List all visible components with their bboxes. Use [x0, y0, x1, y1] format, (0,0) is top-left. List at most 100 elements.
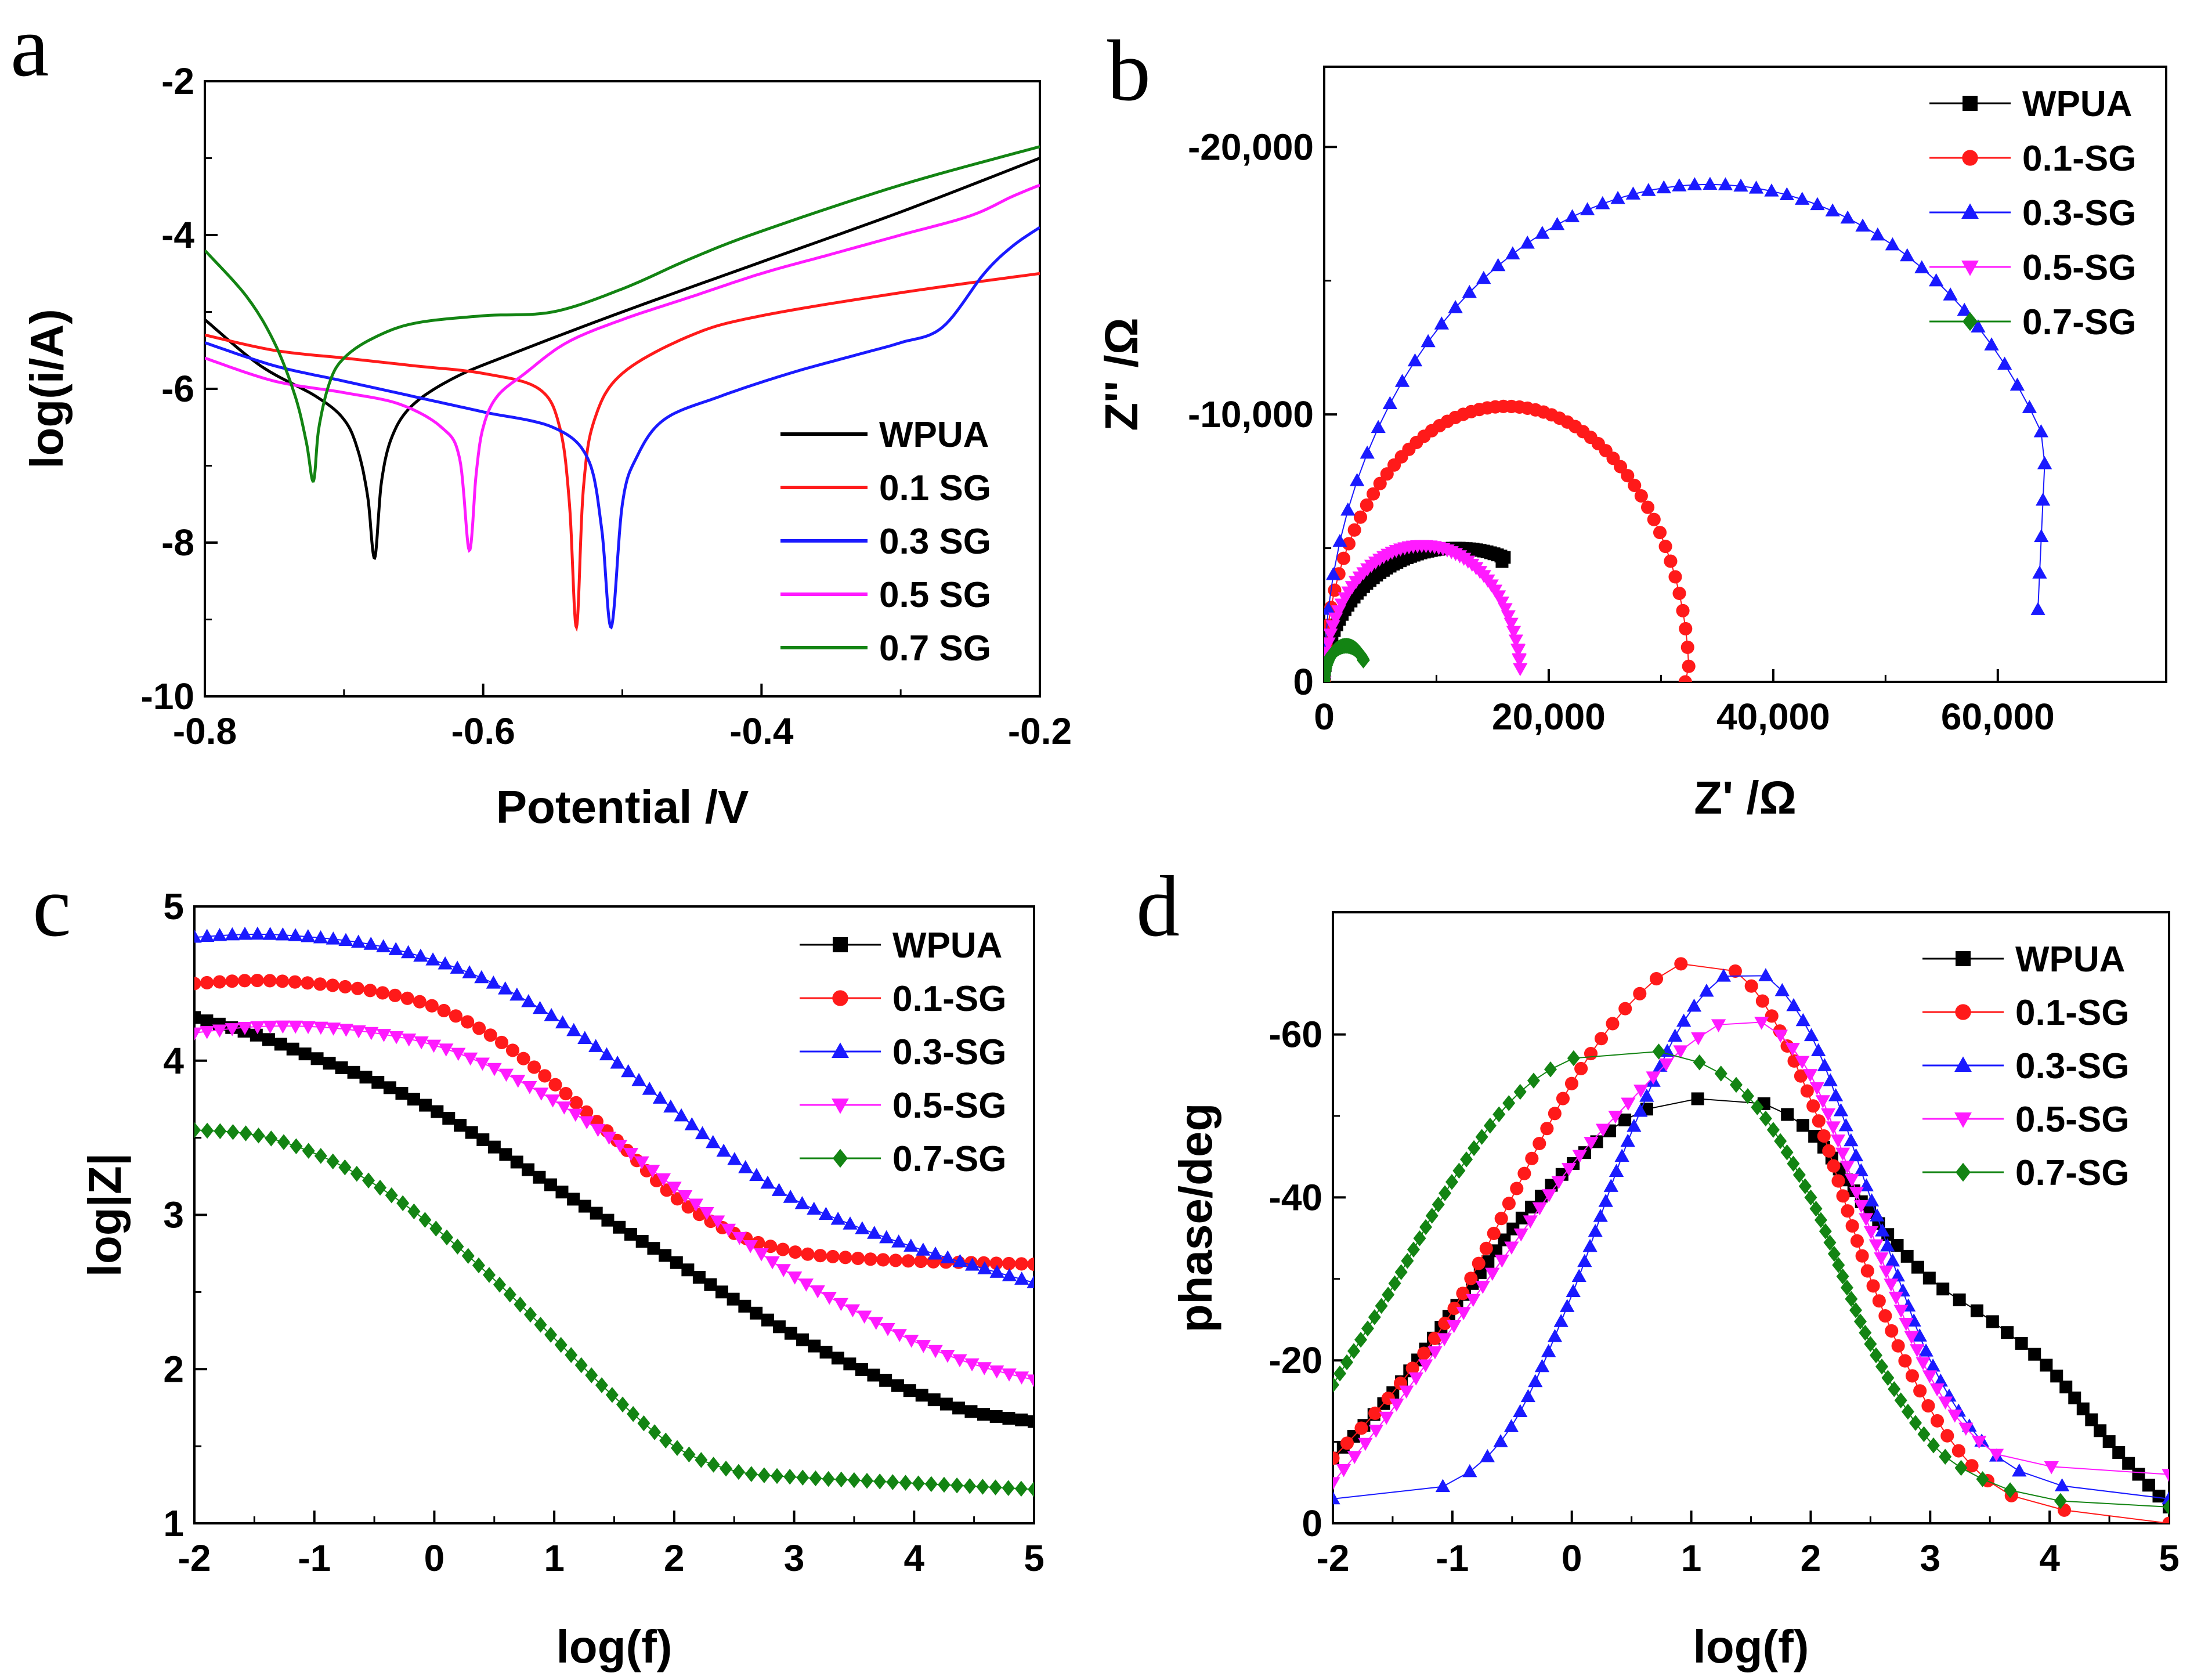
panel-b-series-0-3-sg-point [1855, 218, 1870, 232]
panel-d-series-0-7-sg-point [1382, 1287, 1395, 1303]
panel-b-series-0-3-sg-point [1535, 226, 1550, 239]
panel-c-series-0-3-sg-point [350, 934, 366, 948]
panel-c-series-0-7-sg-point [834, 1471, 848, 1488]
panel-b-series-0-3-sg-point [1900, 248, 1915, 262]
panel-d-series-0-3-sg-point [1577, 1253, 1592, 1267]
panel-c-series-wpua-point [567, 1193, 580, 1206]
panel-d-series-0-7-sg-point [1774, 1133, 1787, 1150]
panel-d-series-wpua-point [2015, 1336, 2028, 1350]
panel-c-series-0-5-sg-point [200, 1026, 215, 1039]
panel-d-series-0-5-sg-point [1368, 1425, 1383, 1438]
panel-b-series-0-1-sg-point [1367, 487, 1380, 501]
panel-b-series-0-3-sg-point [2010, 377, 2025, 391]
panel-d-series-0-7-sg-point [1864, 1336, 1877, 1352]
panel-d-series-0-5-sg-point [1820, 1108, 1836, 1122]
panel-d-series-0-3-sg-point [1676, 1013, 1692, 1027]
panel-c-series-0-1-sg-point [580, 1105, 594, 1119]
panel-b-series-0-1-sg-point [1360, 498, 1374, 512]
panel-c-series-0-7-sg-point [976, 1479, 989, 1495]
panel-d-series-0-3-sg-point [1833, 1103, 1849, 1117]
panel-c-series-0-7-sg-point [534, 1317, 547, 1333]
panel-c-series-0-1-sg-point [901, 1254, 915, 1268]
panel-d-series-0-5-sg-point [1485, 1267, 1500, 1281]
panel-d-series-0-1-sg-point [1606, 1017, 1620, 1031]
panel-b-series-0-3-sg-point [1625, 186, 1641, 200]
panel-d-y-tick-label-3: -60 [1269, 1014, 1323, 1056]
panel-d-series-0-5-sg-point [1691, 1032, 1706, 1046]
panel-c-series-0-3-sg-point [652, 1090, 668, 1104]
panel-b-series-0-1-sg-point [1682, 659, 1696, 673]
panel-c-series-0-7-sg-point [732, 1464, 745, 1480]
panel-b-series-0-1-sg-point [1336, 551, 1350, 565]
panel-d-series-0-5-sg-point [1947, 1410, 1963, 1423]
panel-d-series-0-7-sg-point [1354, 1331, 1368, 1348]
panel-b-series-0-1-sg-point [1353, 510, 1368, 524]
panel-d-series-0-1-sg-point [1633, 987, 1647, 1000]
panel-c-series-0-1-sg-point [876, 1253, 890, 1267]
panel-a-legend-item-0-5-sg: 0.5 SG [780, 575, 991, 615]
panel-d-series-0-7-sg-point [1513, 1083, 1527, 1100]
panel-d-series-0-7-sg-point [1869, 1347, 1882, 1364]
panel-d-series-0-1-sg-point [1921, 1399, 1935, 1413]
panel-c-series-0-3-sg-point [843, 1216, 858, 1230]
panel-b-series-0-3-sg-point [1641, 183, 1656, 196]
panel-d-series-0-5-sg-point [1379, 1411, 1394, 1425]
panel-c-series-0-5-sg-point [656, 1173, 671, 1187]
panel-c-series-0-3-sg-point [388, 942, 403, 955]
panel-c-series-wpua-point [286, 1042, 299, 1056]
panel-c-series-0-7-sg-point [252, 1128, 265, 1144]
panel-d-series-0-7-sg-point [1787, 1155, 1800, 1172]
panel-d-series-0-7-sg-point [1445, 1174, 1458, 1190]
panel-a-series-0-7-sg-line [205, 145, 1040, 483]
panel-d-series-0-1-sg-point [1866, 1279, 1880, 1293]
panel-d-series-0-1-sg-point [1841, 1204, 1855, 1218]
panel-b-series-0-1-sg-point [1678, 675, 1692, 682]
panel-c-series-0-7-sg-point [429, 1220, 443, 1237]
panel-c-series-0-5-sg-point [623, 1148, 639, 1161]
panel-b-series-0-3-sg-point [1656, 180, 1671, 194]
panel-b-legend: WPUA 0.1-SG 0.3-SG 0.5-SG 0.7-SG [1929, 84, 2136, 342]
panel-c-series-0-5-sg-point [301, 1021, 316, 1034]
panel-d-series-0-5-sg-point [1347, 1451, 1362, 1464]
panel-label-d: d [1136, 858, 1180, 955]
panel-c-series-0-3-sg-point [783, 1190, 798, 1203]
panel-d-series-0-3-sg-point [1933, 1373, 1948, 1387]
panel-a-series-0-5-sg [205, 183, 1040, 553]
panel-d-series-0-1-sg-point [1472, 1256, 1486, 1270]
panel-c-series-0-5-sg-point [194, 1027, 202, 1041]
panel-d-legend: WPUA 0.1-SG 0.3-SG 0.5-SG 0.7-SG [1922, 940, 2129, 1193]
panel-d-series-0-1-sg-point [1806, 1099, 1820, 1113]
panel-c-legend-item-0-5-sg: 0.5-SG [800, 1086, 1006, 1126]
panel-d-series-0-5-sg-point [1863, 1226, 1879, 1240]
panel-b-series-0-1-sg-point [1672, 586, 1686, 601]
panel-d-legend-item-0-5-sg: 0.5-SG [1922, 1100, 2129, 1140]
panel-b-x-tick-label-2: 40,000 [1716, 696, 1830, 738]
panel-d-series-0-1-sg-point [1860, 1264, 1874, 1278]
panel-d-series-0-5-sg-point [1711, 1019, 1726, 1032]
panel-c-series-wpua-point [522, 1163, 535, 1176]
panel-c-series-0-1-sg-point [527, 1060, 541, 1074]
panel-c-series-0-3-sg-point [727, 1152, 742, 1165]
panel-d-series-0-5-sg-point [1884, 1278, 1899, 1292]
panel-b-legend-marker-0-1-sg [1962, 150, 1978, 166]
panel-b-series-0-1-sg-point [1347, 523, 1361, 537]
panel-c-series-0-7-sg-point [290, 1138, 303, 1154]
panel-a-x-tick-label-2: -0.4 [729, 710, 794, 752]
panel-a-x-tick-label-0: -0.8 [173, 710, 237, 752]
panel-b-plot-area [1324, 176, 2052, 682]
panel-c-series-0-7-sg-point [407, 1203, 421, 1220]
panel-d-series-0-7-sg-point [2004, 1482, 2017, 1498]
panel-d-series-0-7-sg-point [1881, 1370, 1895, 1386]
panel-d-series-0-1-sg-point [1822, 1144, 1836, 1158]
panel-d-series-0-1-sg-point [1405, 1361, 1419, 1375]
panel-c-series-0-3-sg-point [555, 1015, 570, 1029]
panel-c-series-0-3-sg-point [376, 939, 391, 952]
panel-d-series-0-3-sg-point [1810, 1043, 1826, 1057]
panel-c-series-0-5-sg-point [699, 1206, 714, 1220]
panel-d-series-0-5-sg-point [1633, 1084, 1649, 1098]
panel-b-series-0-3-sg-point [1748, 180, 1764, 194]
panel-b-legend-marker-0-3-sg [1961, 203, 1979, 219]
panel-d-series-0-7-sg-point [1751, 1099, 1764, 1115]
panel-d-series-0-3-sg-point [1918, 1343, 1933, 1357]
panel-c-series-0-7-sg-point [627, 1406, 640, 1422]
